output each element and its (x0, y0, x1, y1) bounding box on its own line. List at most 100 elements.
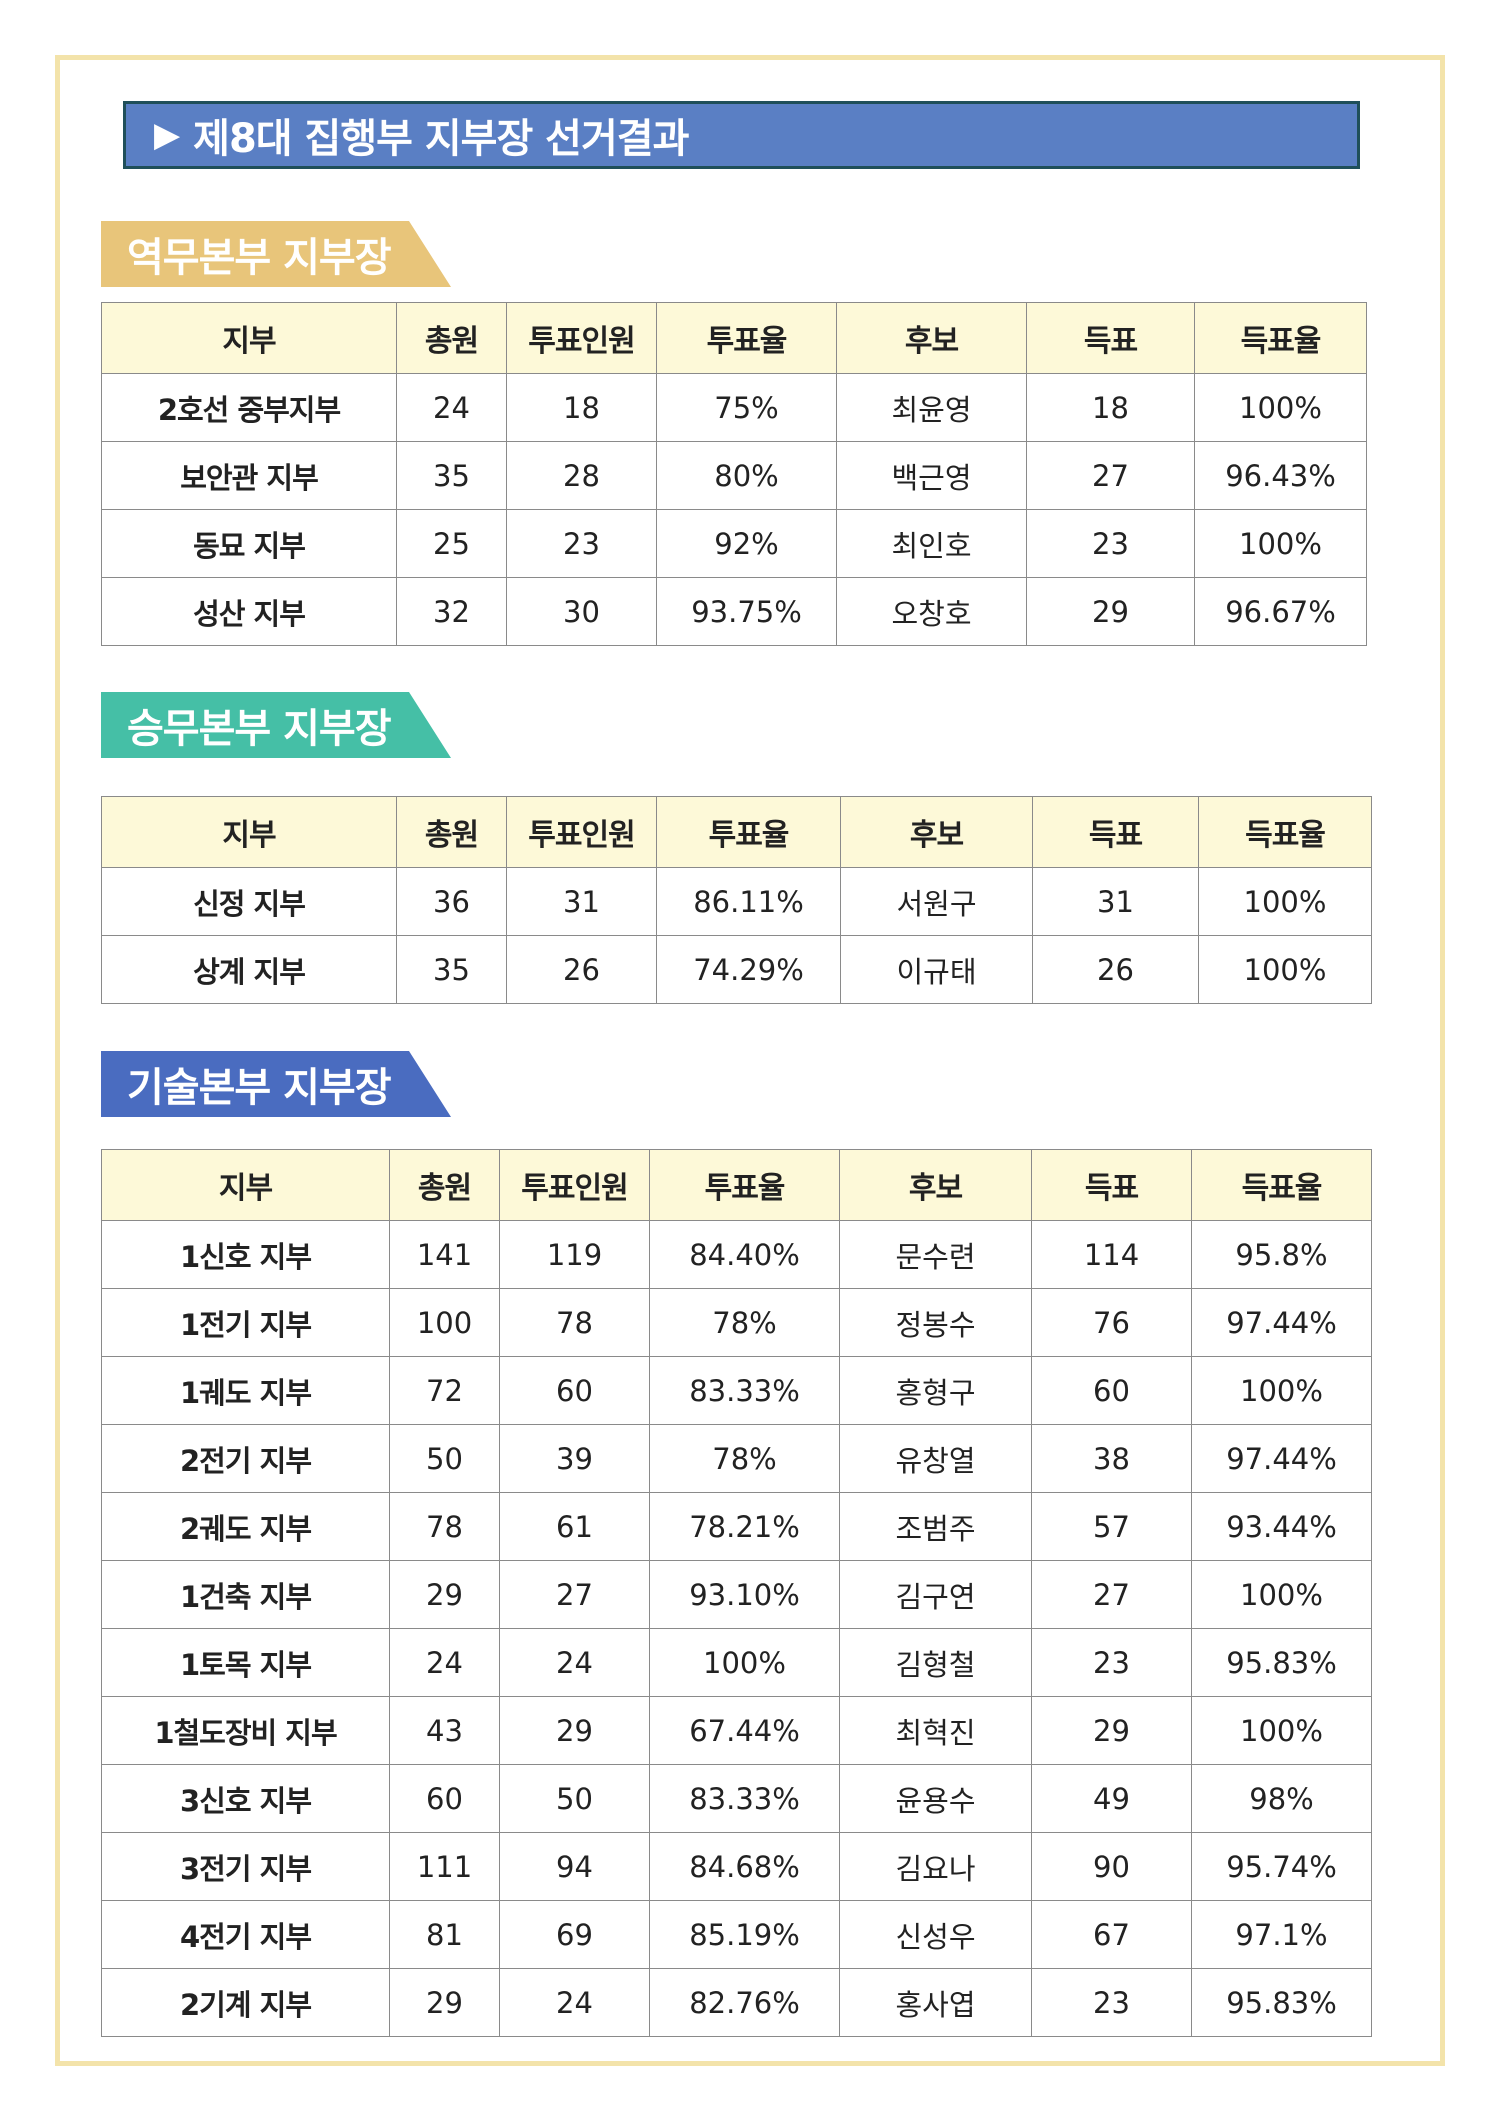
cell-vote-rate: 96.43% (1194, 441, 1367, 510)
cell-turnout: 78% (649, 1424, 840, 1493)
column-header-vote-rate: 득표율 (1194, 302, 1367, 374)
cell-branch: 2전기 지부 (101, 1424, 390, 1493)
cell-vote-rate: 100% (1191, 1560, 1372, 1629)
cell-turnout: 92% (656, 509, 837, 578)
cell-votes: 23 (1031, 1628, 1192, 1697)
cell-branch: 4전기 지부 (101, 1900, 390, 1969)
cell-votes: 29 (1026, 577, 1195, 646)
column-header-turnout: 투표율 (656, 302, 837, 374)
column-header-voters: 투표인원 (506, 796, 657, 868)
cell-votes: 31 (1032, 867, 1199, 936)
column-header-candidate: 후보 (839, 1149, 1032, 1221)
table-row: 동묘 지부 25 23 92% 최인호 23 100% (101, 509, 1367, 578)
cell-votes: 38 (1031, 1424, 1192, 1493)
table-row: 4전기 지부 81 69 85.19% 신성우 67 97.1% (101, 1900, 1372, 1969)
table-row: 1신호 지부 141 119 84.40% 문수련 114 95.8% (101, 1220, 1372, 1289)
column-header-votes: 득표 (1032, 796, 1199, 868)
cell-votes: 49 (1031, 1764, 1192, 1833)
cell-vote-rate: 97.44% (1191, 1424, 1372, 1493)
cell-voters: 18 (506, 373, 657, 442)
cell-votes: 90 (1031, 1832, 1192, 1901)
cell-turnout: 74.29% (656, 935, 841, 1004)
cell-turnout: 78% (649, 1288, 840, 1357)
cell-voters: 23 (506, 509, 657, 578)
cell-candidate: 유창열 (839, 1424, 1032, 1493)
cell-candidate: 홍사엽 (839, 1968, 1032, 2037)
cell-turnout: 85.19% (649, 1900, 840, 1969)
cell-total: 72 (389, 1356, 500, 1425)
cell-candidate: 백근영 (836, 441, 1027, 510)
cell-branch: 신정 지부 (101, 867, 397, 936)
cell-vote-rate: 95.83% (1191, 1968, 1372, 2037)
table-row: 1전기 지부 100 78 78% 정봉수 76 97.44% (101, 1288, 1372, 1357)
table-header-row: 지부 총원 투표인원 투표율 후보 득표 득표율 (101, 796, 1372, 868)
cell-voters: 94 (499, 1832, 650, 1901)
table-row: 3신호 지부 60 50 83.33% 윤용수 49 98% (101, 1764, 1372, 1833)
cell-votes: 27 (1031, 1560, 1192, 1629)
cell-vote-rate: 100% (1191, 1696, 1372, 1765)
play-arrow-icon: ▶ (154, 115, 180, 155)
section-tab-yeokmu: 역무본부 지부장 (101, 221, 451, 287)
cell-turnout: 83.33% (649, 1764, 840, 1833)
cell-voters: 69 (499, 1900, 650, 1969)
cell-voters: 30 (506, 577, 657, 646)
column-header-voters: 투표인원 (499, 1149, 650, 1221)
cell-votes: 27 (1026, 441, 1195, 510)
table-header-row: 지부 총원 투표인원 투표율 후보 득표 득표율 (101, 302, 1367, 374)
cell-turnout: 67.44% (649, 1696, 840, 1765)
column-header-branch: 지부 (101, 796, 397, 868)
cell-total: 32 (396, 577, 507, 646)
page-title-text: 제8대 집행부 지부장 선거결과 (193, 116, 689, 162)
cell-branch: 1전기 지부 (101, 1288, 390, 1357)
cell-turnout: 84.68% (649, 1832, 840, 1901)
cell-voters: 24 (499, 1968, 650, 2037)
cell-total: 36 (396, 867, 507, 936)
cell-candidate: 문수련 (839, 1220, 1032, 1289)
table-header-row: 지부 총원 투표인원 투표율 후보 득표 득표율 (101, 1149, 1372, 1221)
results-table-yeokmu: 지부 총원 투표인원 투표율 후보 득표 득표율 2호선 중부지부 24 18 75% 최윤영 18 1… (101, 302, 1367, 646)
table-row: 1건축 지부 29 27 93.10% 김구연 27 100% (101, 1560, 1372, 1629)
cell-turnout: 75% (656, 373, 837, 442)
cell-voters: 119 (499, 1220, 650, 1289)
cell-candidate: 서원구 (840, 867, 1033, 936)
cell-vote-rate: 100% (1194, 373, 1367, 442)
column-header-vote-rate: 득표율 (1198, 796, 1372, 868)
results-table-seungmu: 지부 총원 투표인원 투표율 후보 득표 득표율 신정 지부 36 31 86.11% 서원구 31 1… (101, 796, 1372, 1004)
column-header-turnout: 투표율 (656, 796, 841, 868)
cell-branch: 1토목 지부 (101, 1628, 390, 1697)
column-header-vote-rate: 득표율 (1191, 1149, 1372, 1221)
cell-voters: 39 (499, 1424, 650, 1493)
column-header-branch: 지부 (101, 1149, 390, 1221)
cell-total: 50 (389, 1424, 500, 1493)
cell-vote-rate: 95.8% (1191, 1220, 1372, 1289)
cell-votes: 26 (1032, 935, 1199, 1004)
cell-branch: 동묘 지부 (101, 509, 397, 578)
cell-branch: 1궤도 지부 (101, 1356, 390, 1425)
cell-vote-rate: 100% (1191, 1356, 1372, 1425)
cell-voters: 27 (499, 1560, 650, 1629)
cell-voters: 61 (499, 1492, 650, 1561)
cell-branch: 2호선 중부지부 (101, 373, 397, 442)
cell-votes: 23 (1026, 509, 1195, 578)
table-row: 상계 지부 35 26 74.29% 이규태 26 100% (101, 935, 1372, 1004)
table-row: 2전기 지부 50 39 78% 유창열 38 97.44% (101, 1424, 1372, 1493)
column-header-votes: 득표 (1026, 302, 1195, 374)
cell-branch: 1건축 지부 (101, 1560, 390, 1629)
cell-votes: 67 (1031, 1900, 1192, 1969)
cell-vote-rate: 100% (1194, 509, 1367, 578)
table-row: 신정 지부 36 31 86.11% 서원구 31 100% (101, 867, 1372, 936)
cell-vote-rate: 100% (1198, 935, 1372, 1004)
section-tab-gisul: 기술본부 지부장 (101, 1051, 451, 1117)
cell-voters: 50 (499, 1764, 650, 1833)
cell-voters: 24 (499, 1628, 650, 1697)
cell-branch: 1철도장비 지부 (101, 1696, 390, 1765)
cell-vote-rate: 95.83% (1191, 1628, 1372, 1697)
cell-voters: 26 (506, 935, 657, 1004)
results-table-gisul: 지부 총원 투표인원 투표율 후보 득표 득표율 1신호 지부 141 119 84.40% 문수련… (101, 1149, 1372, 2037)
cell-voters: 29 (499, 1696, 650, 1765)
cell-votes: 18 (1026, 373, 1195, 442)
cell-votes: 23 (1031, 1968, 1192, 2037)
column-header-candidate: 후보 (840, 796, 1033, 868)
table-row: 1토목 지부 24 24 100% 김형철 23 95.83% (101, 1628, 1372, 1697)
cell-branch: 3전기 지부 (101, 1832, 390, 1901)
